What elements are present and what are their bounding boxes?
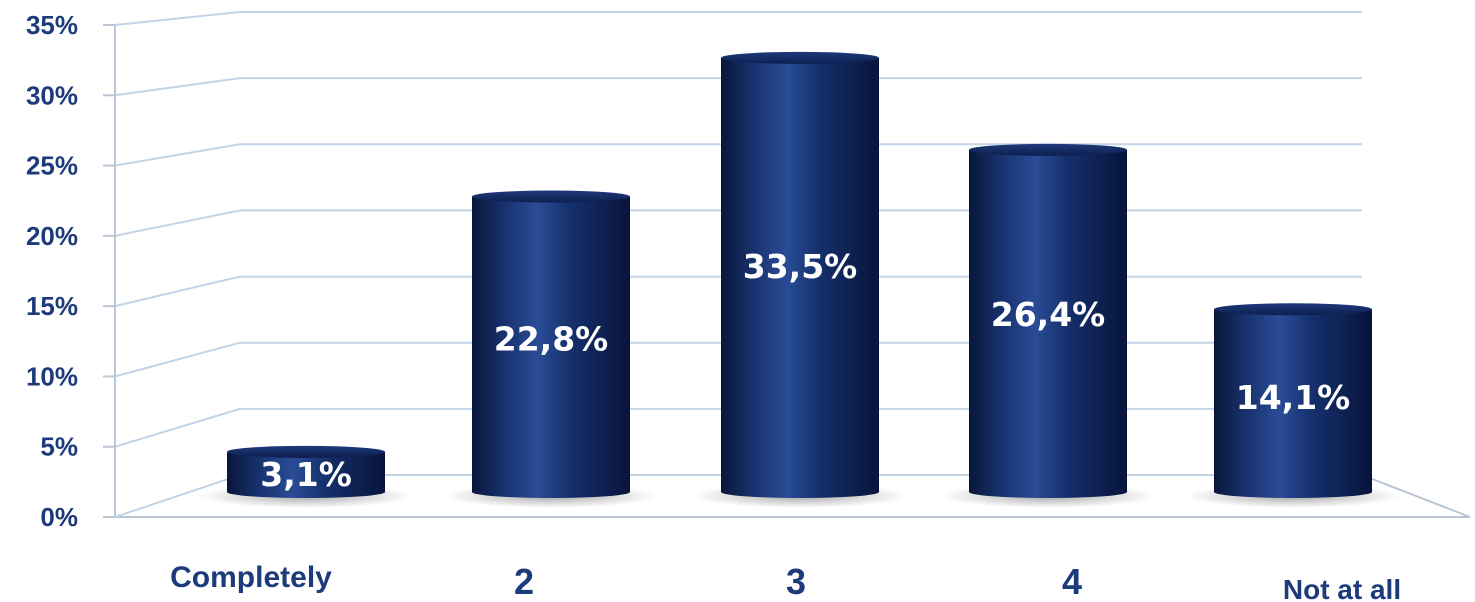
x-axis-categories: Completely 2 3 4 Not at all <box>170 561 1401 602</box>
x-category-label: Not at all <box>1283 574 1401 602</box>
bar-body <box>721 57 879 499</box>
y-tick-label: 5% <box>40 432 78 462</box>
bar-top <box>472 190 630 203</box>
x-category-label: 4 <box>1062 561 1082 602</box>
y-tick-label: 35% <box>26 10 78 40</box>
gridline-side <box>114 77 241 97</box>
bar <box>444 190 658 508</box>
bar-body <box>227 451 385 498</box>
x-category-label: Completely <box>170 561 332 594</box>
bar-top <box>721 51 879 64</box>
y-tick-label: 20% <box>26 221 78 251</box>
bar <box>693 51 907 508</box>
bar <box>941 143 1155 508</box>
x-category-label: 3 <box>786 561 806 602</box>
data-label: 26,4% <box>991 295 1106 334</box>
bar-body <box>1214 309 1372 498</box>
data-label: 14,1% <box>1236 378 1351 417</box>
x-category-label: 2 <box>514 561 534 602</box>
y-tick-label: 0% <box>40 502 78 532</box>
gridline-side <box>114 275 241 308</box>
gridline-side <box>114 341 241 378</box>
y-axis-ticks: 0% 5% 10% 15% 20% 25% 30% 35% <box>26 10 78 532</box>
gridline-side <box>114 209 241 237</box>
data-label: 3,1% <box>260 455 352 494</box>
bar-body <box>969 149 1127 498</box>
gridline-side <box>114 11 241 26</box>
bars: 3,1% 22,8% 33,5% 26,4% 14,1% <box>199 51 1400 508</box>
floor-edge-left <box>114 474 241 518</box>
y-tick-label: 25% <box>26 151 78 181</box>
gridline-side <box>114 407 241 448</box>
bar-top <box>969 143 1127 156</box>
y-tick-label: 30% <box>26 80 78 110</box>
data-label: 22,8% <box>494 319 609 358</box>
bar <box>199 445 413 508</box>
gridline-side <box>114 143 241 167</box>
y-tick-label: 15% <box>26 291 78 321</box>
bar-top <box>1214 303 1372 316</box>
bar-top <box>227 445 385 458</box>
floor-edge-right <box>1361 474 1471 518</box>
data-label: 33,5% <box>743 247 858 286</box>
y-tick-label: 10% <box>26 361 78 391</box>
bar <box>1186 303 1400 508</box>
bar-body <box>472 196 630 498</box>
